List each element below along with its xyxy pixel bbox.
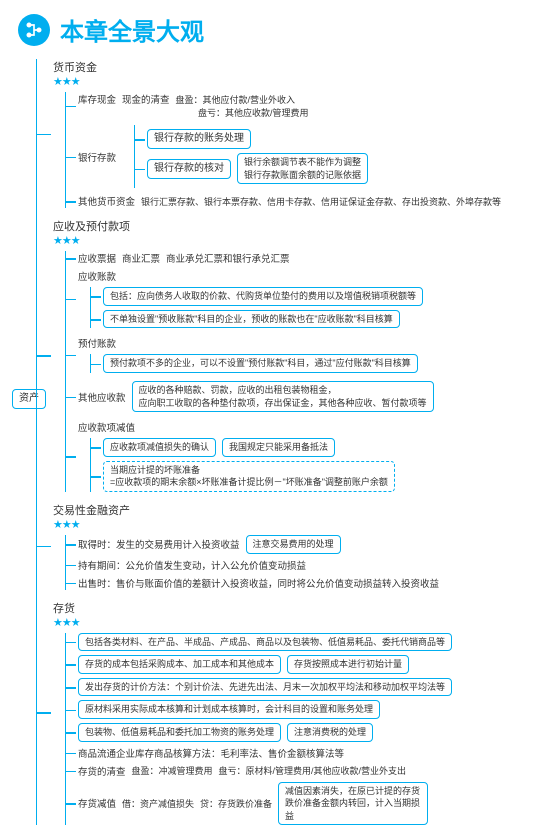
- s4-n8c: 减值因素消失，在原已计提的存货跌价准备金额内转回，计入当期损益: [278, 782, 428, 825]
- s2-n5b: 我国规定只能采用备抵法: [222, 438, 335, 457]
- s3-n3: 出售时：售价与账面价值的差额计入投资收益，同时将公允价值变动损益转入投资收益: [78, 579, 439, 590]
- s4-n5a: 注意消费税的处理: [287, 723, 373, 742]
- s2-n2: 应收账款: [78, 272, 116, 283]
- s1-stars: ★★★: [53, 75, 558, 88]
- mindmap: 资产 货币资金 ★★★ 库存现金 现金的清查 盘盈：其他应付款/营业外收入 盘亏…: [0, 59, 558, 825]
- s2-n2b: 不单独设置"预收账款"科目的企业，预收的账款也在"应收账款"科目核算: [103, 310, 400, 329]
- s1-n3a: 银行汇票存款、银行本票存款、信用卡存款、信用证保证金存款、存出投资款、外埠存款等: [141, 195, 501, 208]
- s1-n2a: 银行存款的账务处理: [147, 129, 251, 149]
- s2-n5: 应收款项减值: [78, 423, 135, 434]
- page-header: 本章全景大观: [0, 0, 558, 55]
- section-trading: 交易性金融资产 ★★★ 取得时：发生的交易费用计入投资收益 注意交易费用的处理 …: [53, 502, 558, 590]
- s2-stars: ★★★: [53, 234, 558, 247]
- s4-n6: 商品流通企业库存商品核算方法：毛利率法、售价金额核算法等: [78, 749, 344, 760]
- s2-n4a: 应收的各种赔款、罚款，应收的出租包装物租金， 应向职工收取的各种垫付款项，存出保…: [132, 381, 434, 412]
- s2-n2a: 包括：应向债务人收取的价款、代购货单位垫付的费用以及增值税销项税额等: [103, 287, 423, 306]
- s4-n5: 包装物、低值易耗品和委托加工物资的账务处理: [78, 723, 281, 742]
- s1-n1b2: 盘亏：其他应收款/管理费用: [198, 106, 309, 119]
- s2-n3: 预付账款: [78, 339, 116, 350]
- s1-n1a: 现金的清查: [122, 92, 170, 106]
- s4-n4: 原材料采用实际成本核算和计划成本核算时，会计科目的设置和账务处理: [78, 700, 380, 719]
- s1-n2c: 银行余额调节表不能作为调整 银行存款账面余额的记账依据: [237, 153, 368, 184]
- s1-n1: 库存现金: [78, 92, 116, 106]
- s4-title: 存货: [53, 600, 75, 616]
- s3-n2: 持有期间：公允价值发生变动，计入公允价值变动损益: [78, 561, 306, 572]
- s4-n8a: 借：资产减值损失: [122, 797, 194, 810]
- s2-n5c: 当期应计提的坏账准备 =应收款项的期末余额×坏账准备计提比例－"坏账准备"调整前…: [103, 461, 395, 492]
- s1-n1b1: 盘盈：其他应付款/营业外收入: [176, 93, 296, 106]
- s2-title: 应收及预付款项: [53, 218, 130, 234]
- s3-stars: ★★★: [53, 518, 558, 531]
- s2-n1b: 商业承兑汇票和银行承兑汇票: [166, 251, 290, 265]
- s3-n1: 取得时：发生的交易费用计入投资收益: [78, 537, 240, 551]
- s3-n1a: 注意交易费用的处理: [246, 535, 341, 554]
- s2-n4: 其他应收款: [78, 390, 126, 404]
- s2-n3a: 预付款项不多的企业，可以不设置"预付账款"科目，通过"应付账款"科目核算: [103, 354, 418, 373]
- s2-n5a: 应收款项减值损失的确认: [103, 438, 216, 457]
- s4-n2: 存货的成本包括采购成本、加工成本和其他成本: [78, 655, 281, 674]
- section-inventory: 存货 ★★★ 包括各类材料、在产品、半成品、产成品、商品以及包装物、低值易耗品、…: [53, 600, 558, 825]
- s4-stars: ★★★: [53, 616, 558, 629]
- s3-title: 交易性金融资产: [53, 502, 130, 518]
- section-receivable: 应收及预付款项 ★★★ 应收票据 商业汇票 商业承兑汇票和银行承兑汇票 应收账款…: [53, 218, 558, 492]
- s2-n1: 应收票据: [78, 251, 116, 265]
- s1-n3: 其他货币资金: [78, 194, 135, 208]
- s1-n2: 银行存款: [78, 150, 116, 164]
- section-monetary: 货币资金 ★★★ 库存现金 现金的清查 盘盈：其他应付款/营业外收入 盘亏：其他…: [53, 59, 558, 208]
- tree-icon: [18, 14, 50, 46]
- s4-n8: 存货减值: [78, 796, 116, 810]
- s4-n7a: 盘盈：冲减管理费用: [132, 764, 213, 777]
- page-title: 本章全景大观: [60, 12, 204, 47]
- s4-n1: 包括各类材料、在产品、半成品、产成品、商品以及包装物、低值易耗品、委托代销商品等: [78, 633, 452, 652]
- s4-n2a: 存货按照成本进行初始计量: [287, 655, 409, 674]
- s1-n2b: 银行存款的核对: [147, 159, 231, 179]
- s2-n1a: 商业汇票: [122, 251, 160, 265]
- s4-n3: 发出存货的计价方法：个别计价法、先进先出法、月末一次加权平均法和移动加权平均法等: [78, 678, 452, 697]
- s4-n8b: 贷：存货跌价准备: [200, 797, 272, 810]
- s1-title: 货币资金: [53, 59, 97, 75]
- s4-n7: 存货的清查: [78, 764, 126, 778]
- s4-n7b: 盘亏：原材料/管理费用/其他应收款/营业外支出: [219, 764, 407, 777]
